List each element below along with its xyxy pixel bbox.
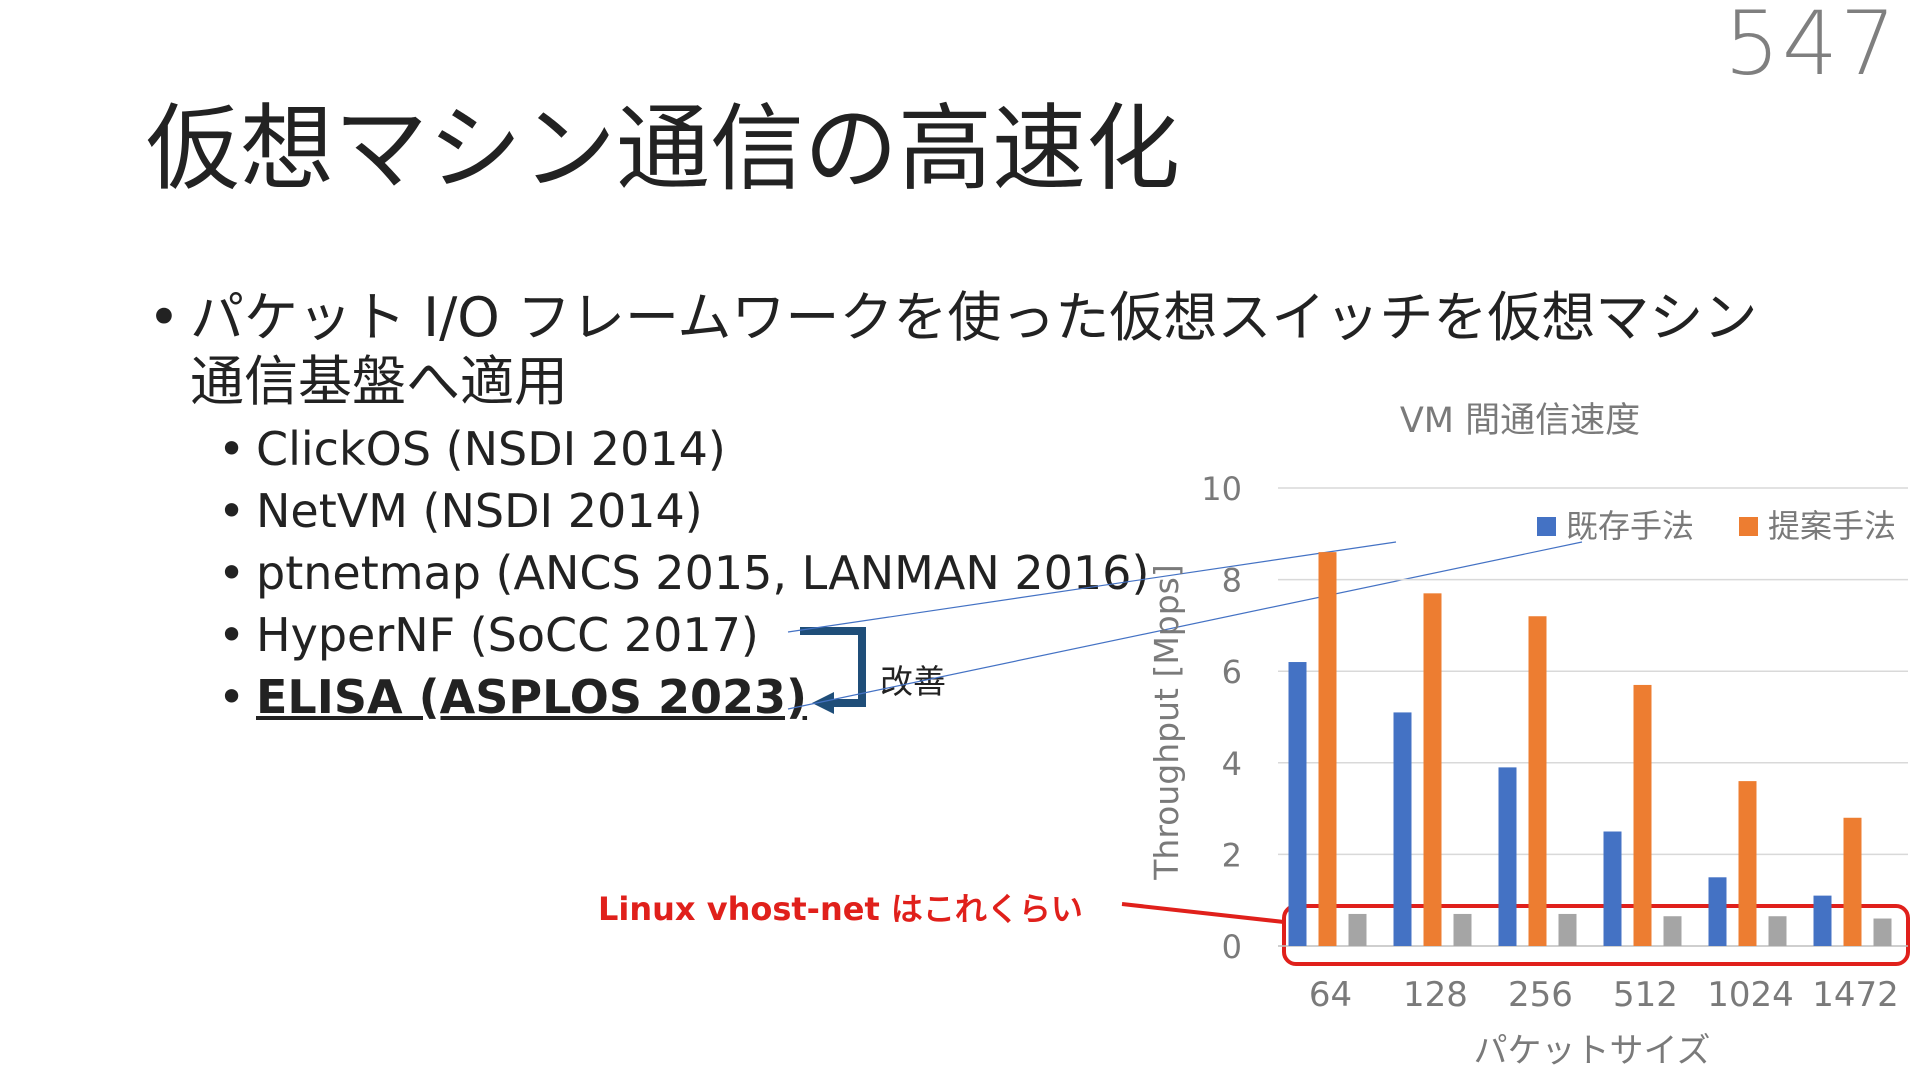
x-tick-label: 64 xyxy=(1309,975,1352,1015)
bar xyxy=(1498,767,1517,946)
list-item: • ClickOS (NSDI 2014) xyxy=(218,418,1149,480)
related-work-list: • ClickOS (NSDI 2014) • NetVM (NSDI 2014) … xyxy=(218,418,1149,728)
main-bullet-text: パケット I/O フレームワークを使った仮想スイッチを仮想マシン通信基盤へ適用 xyxy=(190,286,1758,413)
list-item-text: HyperNF (SoCC 2017) xyxy=(256,608,759,662)
x-axis-label: パケットサイズ xyxy=(1474,1031,1711,1071)
main-bullet: • パケット I/O フレームワークを使った仮想スイッチを仮想マシン通信基盤へ適… xyxy=(148,286,1788,414)
bar xyxy=(1843,817,1862,946)
x-tick-labels: 64 128 256 512 1024 1472 xyxy=(1309,975,1899,1015)
bars xyxy=(1288,552,1892,946)
legend-swatch-existing xyxy=(1537,517,1556,536)
list-item-text: ELISA (ASPLOS 2023) xyxy=(256,670,808,724)
x-tick-label: 1024 xyxy=(1707,975,1794,1015)
x-tick-label: 512 xyxy=(1613,975,1678,1015)
legend-swatch-proposed xyxy=(1739,517,1758,536)
page-number: 547 xyxy=(1724,0,1898,95)
list-item-text: ptnetmap (ANCS 2015, LANMAN 2016) xyxy=(256,546,1150,600)
bullet-dot: • xyxy=(218,608,246,662)
improvement-label: 改善 xyxy=(880,662,946,701)
bar xyxy=(1348,913,1367,946)
bar xyxy=(1663,916,1682,946)
bullet-dot: • xyxy=(218,422,246,476)
y-tick-label: 8 xyxy=(1222,562,1242,600)
list-item-text: NetVM (NSDI 2014) xyxy=(256,484,703,538)
bar xyxy=(1453,913,1472,946)
bullet-dot: • xyxy=(148,286,180,349)
y-axis-label: Throughput [Mpps] xyxy=(1147,564,1186,880)
bullet-dot: • xyxy=(218,484,246,538)
bar xyxy=(1318,552,1337,946)
improvement-arrow xyxy=(800,627,866,707)
bar xyxy=(1873,918,1892,946)
y-tick-label: 0 xyxy=(1222,928,1242,966)
bar xyxy=(1768,916,1787,946)
legend-label-proposed: 提案手法 xyxy=(1768,507,1896,545)
y-tick-label: 4 xyxy=(1222,745,1242,783)
legend: 既存手法 提案手法 xyxy=(1537,507,1896,545)
bar xyxy=(1423,593,1442,946)
y-tick-label: 10 xyxy=(1201,470,1242,508)
callout-line xyxy=(1121,902,1285,924)
slide-title: 仮想マシン通信の高速化 xyxy=(146,95,1181,204)
connector-line xyxy=(787,541,1397,633)
bullet-dot: • xyxy=(218,670,246,724)
vhost-callout-label: Linux vhost-net はこれくらい xyxy=(598,890,1083,928)
y-tick-labels: 0 2 4 6 8 10 xyxy=(1201,470,1242,966)
bar xyxy=(1528,616,1547,946)
list-item-highlight: • ELISA (ASPLOS 2023) xyxy=(218,666,1149,728)
y-tick-label: 6 xyxy=(1222,653,1242,691)
legend-label-existing: 既存手法 xyxy=(1566,507,1694,545)
list-item-text: ClickOS (NSDI 2014) xyxy=(256,422,726,476)
list-item: • HyperNF (SoCC 2017) xyxy=(218,604,1149,666)
bar xyxy=(1633,684,1652,946)
x-tick-label: 256 xyxy=(1508,975,1573,1015)
bar xyxy=(1558,913,1577,946)
chart-title: VM 間通信速度 xyxy=(1400,401,1640,441)
list-item: • NetVM (NSDI 2014) xyxy=(218,480,1149,542)
list-item: • ptnetmap (ANCS 2015, LANMAN 2016) xyxy=(218,542,1149,604)
improvement-arrowhead xyxy=(812,692,834,714)
bar xyxy=(1813,895,1832,946)
bar xyxy=(1738,781,1757,946)
bullet-dot: • xyxy=(218,546,246,600)
bar xyxy=(1603,831,1622,946)
bar xyxy=(1708,877,1727,946)
callout-box xyxy=(1282,904,1910,966)
connector-line xyxy=(787,541,1583,710)
y-tick-label: 2 xyxy=(1222,836,1242,874)
bar xyxy=(1393,712,1412,946)
bar xyxy=(1288,662,1307,946)
x-tick-label: 1472 xyxy=(1812,975,1899,1015)
x-tick-label: 128 xyxy=(1403,975,1468,1015)
gridlines xyxy=(1278,487,1908,947)
